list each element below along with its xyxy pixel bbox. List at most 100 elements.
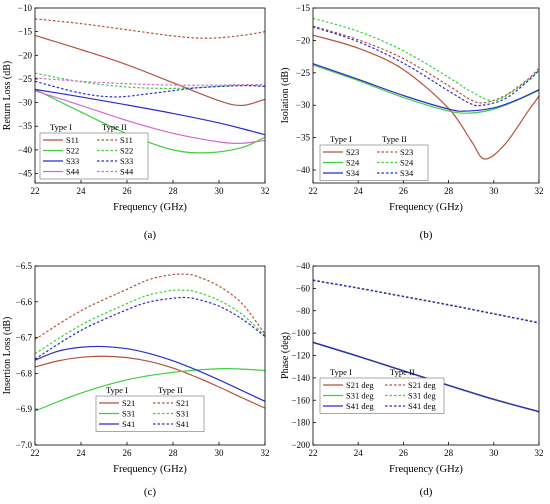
x-tick-label: 22 xyxy=(31,186,40,196)
legend-group-heading: Type I xyxy=(50,122,72,132)
legend-entry-label: S21 deg xyxy=(408,380,436,390)
series-line-s44-type-i xyxy=(34,90,266,144)
y-tick-label: −60 xyxy=(296,283,311,293)
legend-group-heading: Type II xyxy=(102,122,127,132)
panel-caption: (a) xyxy=(144,229,157,241)
chart-d: 22 24 26 28 30 32 −200 −180 −160 −140 −120 −100 −80 −… xyxy=(280,261,544,498)
series-line-s41-type-i xyxy=(34,345,266,402)
x-tick-label: 32 xyxy=(261,448,270,458)
legend-entry-label: S22 xyxy=(120,146,133,156)
series-line-s11-type-i xyxy=(34,34,266,107)
legend-entry-label: S41 deg xyxy=(346,401,374,411)
panel-caption: (d) xyxy=(420,486,433,498)
x-tick-label: 26 xyxy=(123,186,133,196)
legend-entry-label: S31 deg xyxy=(408,391,436,401)
series-line-s22-type-i xyxy=(34,88,266,154)
legend-group-heading: Type II xyxy=(382,134,407,144)
legend-entry-label: S24 xyxy=(400,158,414,168)
x-tick-label: 30 xyxy=(489,186,499,196)
legend-entry-label: S23 xyxy=(346,147,359,157)
y-tick-label: −35 xyxy=(18,121,33,131)
y-tick-label: −7.0 xyxy=(16,440,33,450)
y-tick-label: −160 xyxy=(291,395,310,405)
chart-b: 22 24 26 28 30 32 −40 −35 −30 −25 −20 −15 Frequency … xyxy=(280,3,544,241)
legend-entry-label: S44 xyxy=(120,167,134,177)
x-axis-label: Frequency (GHz) xyxy=(113,464,187,475)
x-tick-label: 24 xyxy=(354,186,364,196)
y-tick-label: −20 xyxy=(18,50,33,60)
legend-group-heading: Type II xyxy=(390,367,415,377)
legend-entry-label: S11 xyxy=(120,135,133,145)
y-tick-label: −6.7 xyxy=(16,333,33,343)
x-tick-label: 32 xyxy=(261,186,270,196)
series-line-s21-type-ii xyxy=(34,273,266,340)
x-tick-label: 30 xyxy=(215,186,225,196)
x-tick-label: 26 xyxy=(399,448,409,458)
legend-entry-label: S44 xyxy=(66,167,80,177)
legend-entry-label: S33 xyxy=(120,156,133,166)
chart-c: 22 24 26 28 30 32 −7.0 −6.9 −6.8 −6.7 −6.6 −6.5 Freq… xyxy=(2,261,270,498)
series-line-s41-deg-type-ii xyxy=(312,279,540,324)
y-tick-label: −6.8 xyxy=(16,368,33,378)
series-line-s23-type-ii xyxy=(312,25,540,104)
x-tick-label: 32 xyxy=(535,186,544,196)
series-line-s31-type-i xyxy=(34,367,266,412)
plot-frame xyxy=(312,7,540,184)
plot-frame xyxy=(34,265,266,446)
y-tick-label: −10 xyxy=(18,3,33,13)
chart-a: 22 24 26 28 30 32 −45 −40 −35 −30 −25 −20 −15 −10 Freq… xyxy=(2,3,270,241)
x-tick-label: 26 xyxy=(399,186,409,196)
y-tick-label: −35 xyxy=(296,133,311,143)
series-line-s24-type-i xyxy=(312,64,540,114)
y-tick-label: −120 xyxy=(291,351,310,361)
series-line-s21-type-i xyxy=(34,355,266,409)
x-tick-label: 22 xyxy=(309,186,318,196)
y-tick-label: −6.9 xyxy=(16,404,33,414)
x-tick-label: 22 xyxy=(309,448,318,458)
y-tick-label: −30 xyxy=(296,100,311,110)
plot-frame xyxy=(312,265,540,446)
x-tick-label: 28 xyxy=(444,186,454,196)
x-tick-label: 32 xyxy=(535,448,544,458)
y-tick-label: −100 xyxy=(291,328,310,338)
y-tick-label: −25 xyxy=(18,74,33,84)
x-tick-label: 24 xyxy=(77,448,87,458)
series-line-s11-type-ii xyxy=(34,18,266,39)
legend-group-heading: Type I xyxy=(330,367,352,377)
y-tick-label: −25 xyxy=(296,68,311,78)
legend-entry-label: S31 xyxy=(176,409,189,419)
series-line-s23-type-i xyxy=(312,34,540,160)
y-tick-label: −30 xyxy=(18,98,33,108)
y-tick-label: −40 xyxy=(296,261,311,271)
series-line-s34-type-i xyxy=(312,63,540,112)
y-tick-label: −45 xyxy=(18,169,33,179)
x-tick-label: 24 xyxy=(354,448,364,458)
x-axis-label: Frequency (GHz) xyxy=(389,464,463,475)
x-tick-label: 24 xyxy=(77,186,87,196)
legend-entry-label: S41 xyxy=(176,419,189,429)
legend-entry-label: S11 xyxy=(66,135,79,145)
y-tick-label: −80 xyxy=(296,306,311,316)
legend-entry-label: S24 xyxy=(346,158,360,168)
y-axis-label: Return Loss (dB) xyxy=(2,61,13,130)
y-axis-label: Isolation (dB) xyxy=(280,68,291,124)
y-tick-label: −6.6 xyxy=(16,297,33,307)
legend-entry-label: S22 xyxy=(66,146,79,156)
x-axis-label: Frequency (GHz) xyxy=(389,202,463,213)
y-tick-label: −200 xyxy=(291,440,310,450)
y-tick-label: −20 xyxy=(296,35,311,45)
legend-entry-label: S33 xyxy=(66,156,79,166)
y-tick-label: −15 xyxy=(18,27,33,37)
legend-group-heading: Type II xyxy=(158,385,183,395)
legend-group-heading: Type I xyxy=(330,134,352,144)
series-line-s24-type-ii xyxy=(312,17,540,102)
y-axis-label: Phase (deg) xyxy=(280,332,291,379)
x-tick-label: 30 xyxy=(489,448,499,458)
legend-entry-label: S34 xyxy=(346,168,360,178)
y-axis-label: Insertion Loss (dB) xyxy=(2,317,13,395)
x-tick-label: 28 xyxy=(169,448,179,458)
